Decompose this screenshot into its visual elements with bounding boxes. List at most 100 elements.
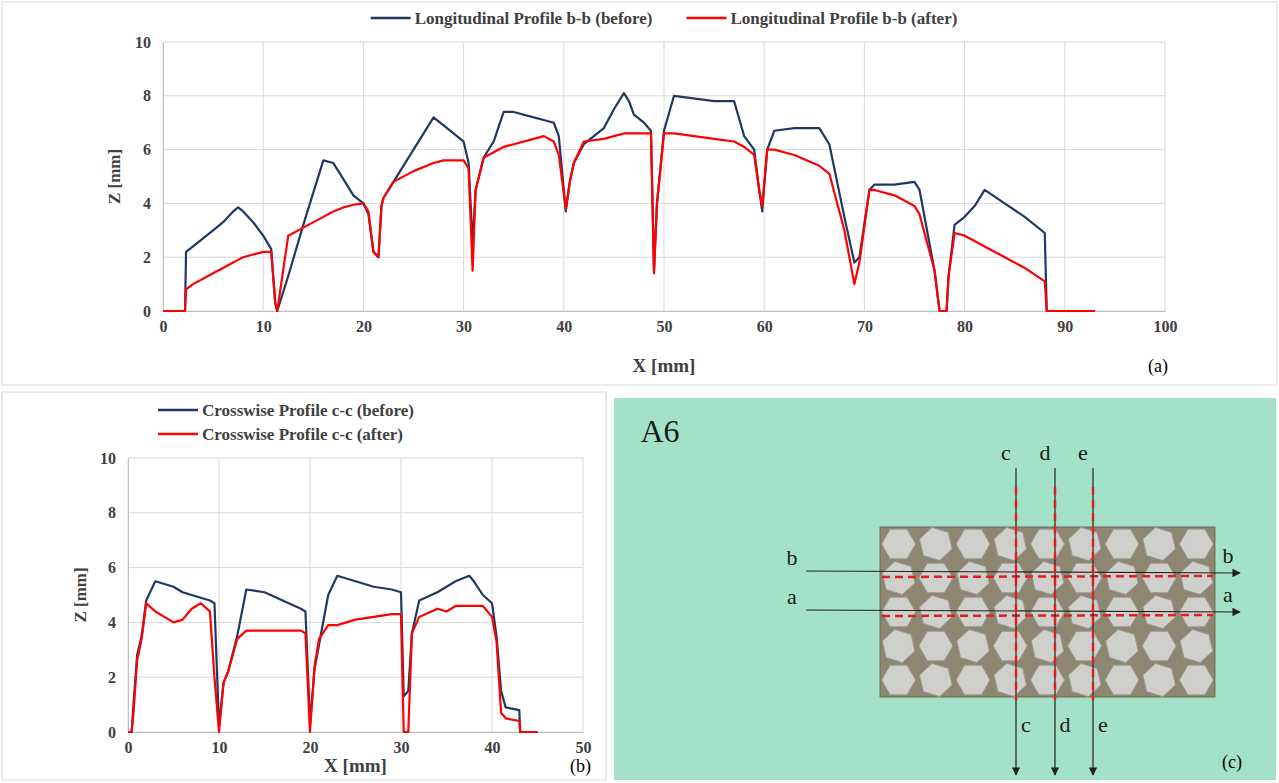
tick: 70 — [857, 311, 873, 335]
stone — [1180, 561, 1212, 594]
tick-label: 60 — [757, 318, 773, 335]
tick: 40 — [485, 732, 501, 756]
tick: 50 — [657, 311, 673, 335]
grid-line — [583, 458, 584, 732]
tick-label: 6 — [143, 141, 151, 158]
photo-label: e — [1098, 712, 1108, 737]
legend-swatch — [371, 17, 411, 20]
panel-label: (b) — [570, 756, 591, 777]
grid-line — [664, 42, 665, 311]
axis-line — [128, 459, 129, 733]
tick-label: 50 — [576, 739, 592, 756]
stone — [1068, 527, 1100, 560]
photo-label: a — [787, 584, 797, 609]
tick-label: 50 — [657, 318, 673, 335]
section-arrow — [806, 571, 1240, 573]
stone — [1068, 631, 1102, 660]
photo-label: d — [1060, 712, 1071, 737]
tick-label: 100 — [1154, 318, 1178, 335]
stone — [956, 597, 990, 626]
tick: 10 — [100, 450, 128, 467]
series-line — [163, 93, 1095, 311]
photo-label: d — [1040, 440, 1051, 465]
legend-label: Crosswise Profile c-c (after) — [202, 425, 403, 444]
stone — [1031, 597, 1065, 626]
tick: 0 — [160, 311, 168, 335]
tick-label: 40 — [556, 318, 572, 335]
photo-label: e — [1078, 440, 1088, 465]
stone — [1179, 665, 1213, 694]
stone — [1106, 629, 1138, 662]
stone — [994, 595, 1026, 628]
tick-label: 4 — [143, 195, 151, 212]
section-arrow — [1015, 468, 1016, 775]
y-axis: 0246810 — [100, 450, 129, 741]
section-line — [1092, 487, 1095, 700]
stone — [919, 631, 953, 660]
photo-label: c — [1021, 712, 1031, 737]
x-axis: 01020304050 — [125, 732, 592, 756]
section-line — [1015, 487, 1018, 700]
stone — [957, 629, 989, 662]
tick: 0 — [108, 724, 128, 741]
legend: Longitudinal Profile b-b (before)Longitu… — [371, 9, 958, 28]
legend-label: Longitudinal Profile b-b (before) — [415, 9, 653, 28]
tick: 6 — [108, 559, 128, 576]
legend-label: Crosswise Profile c-c (before) — [202, 401, 414, 420]
series-line — [163, 133, 1095, 311]
stone — [993, 631, 1027, 660]
figure: 01020304050607080901000246810X [mm]Z [mm… — [0, 0, 1279, 783]
legend-swatch — [158, 409, 198, 412]
y-axis-title: Z [mm] — [105, 149, 124, 204]
tick: 30 — [456, 311, 472, 335]
tick-label: 0 — [108, 724, 116, 741]
axis-line — [129, 732, 584, 733]
tick: 4 — [143, 195, 163, 212]
legend: Crosswise Profile c-c (before) Crosswise … — [158, 401, 414, 444]
stone — [882, 597, 916, 626]
grid — [163, 42, 1165, 311]
section-arrow — [1054, 468, 1055, 775]
tick: 30 — [394, 732, 410, 756]
grid-line — [363, 42, 364, 311]
legend-swatch — [158, 433, 198, 436]
stone — [1031, 665, 1065, 694]
tick: 90 — [1057, 311, 1073, 335]
stone — [1068, 663, 1100, 696]
tick: 4 — [108, 614, 128, 631]
tick: 20 — [356, 311, 372, 335]
tick: 6 — [143, 141, 163, 158]
tick-label: 10 — [100, 450, 116, 467]
photo-label: b — [1223, 543, 1234, 568]
tick: 0 — [125, 732, 133, 756]
panel-frame — [2, 392, 606, 780]
photo-label: c — [1001, 440, 1011, 465]
tick-label: 0 — [143, 303, 151, 320]
photo-label: A6 — [640, 413, 679, 449]
photo-label: a — [1223, 582, 1233, 607]
grid-line — [128, 458, 129, 732]
panel-label: (c) — [1222, 752, 1242, 773]
stone — [1068, 595, 1100, 628]
tick: 60 — [757, 311, 773, 335]
tick-label: 10 — [135, 34, 151, 51]
tick-label: 20 — [356, 318, 372, 335]
stone — [1180, 629, 1212, 662]
stone — [994, 663, 1026, 696]
chart: 01020304050607080901000246810X [mm]Z [mm… — [105, 9, 1178, 377]
legend-item: Crosswise Profile c-c (before) — [158, 401, 414, 420]
tick: 80 — [957, 311, 973, 335]
tick-label: 0 — [125, 739, 133, 756]
grid-line — [128, 567, 583, 568]
grid-line — [128, 677, 583, 678]
y-axis-title: Z [mm] — [71, 567, 90, 622]
photo-panel: aabbccddeeA6(c) — [614, 398, 1276, 780]
stone — [882, 529, 916, 558]
photo-background — [614, 398, 1276, 780]
grid-line — [1064, 42, 1065, 311]
stone — [882, 665, 916, 694]
grid-line — [263, 42, 264, 311]
stone — [1105, 529, 1139, 558]
stone — [1031, 529, 1065, 558]
grid-line — [128, 732, 583, 733]
